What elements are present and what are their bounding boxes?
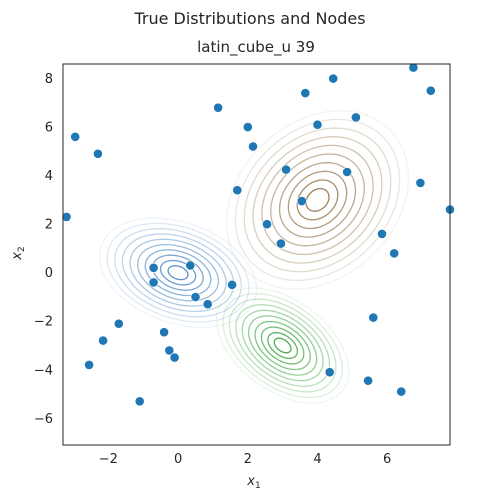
node-point [396, 386, 407, 397]
contour-1-0 [273, 337, 292, 354]
x-tick-label: −2 [99, 452, 118, 467]
node-point [415, 177, 426, 188]
node-point [363, 375, 373, 386]
x-tick-labels: −2 0 2 4 6 [99, 452, 392, 467]
contour-0-8 [106, 222, 250, 323]
contour-1-8 [222, 292, 343, 399]
x-tick-label: 4 [313, 452, 321, 467]
y-tick-label: −4 [34, 363, 53, 378]
node-point [248, 141, 258, 152]
contour-0-2 [152, 254, 204, 291]
node-point [93, 148, 103, 159]
node-point [312, 119, 323, 130]
y-tick-label: 8 [45, 72, 53, 87]
contour-0-5 [129, 238, 227, 307]
node-point [324, 367, 335, 378]
contour-0-0 [167, 265, 189, 281]
contour-2-0 [305, 187, 330, 212]
axes-title: latin_cube_u 39 [197, 38, 315, 57]
y-axis-label-sub: 2 [17, 246, 27, 252]
node-point [342, 167, 352, 177]
contour-0-1 [159, 259, 197, 286]
contour-1-6 [235, 304, 331, 387]
x-axis-label-sub: 1 [255, 481, 261, 491]
contour-2-8 [234, 118, 401, 282]
node-point [213, 102, 223, 113]
node-point [169, 352, 180, 363]
contour-1-3 [254, 320, 311, 371]
node-point [148, 262, 159, 273]
node-point [70, 131, 81, 142]
y-tick-label: 0 [45, 266, 53, 281]
contour-2-2 [287, 170, 348, 230]
y-tick-label: 6 [45, 121, 53, 136]
node-point [389, 248, 400, 259]
node-point [300, 88, 311, 98]
node-point [232, 185, 243, 196]
node-point [84, 359, 94, 370]
x-tick-label: 6 [383, 452, 391, 467]
x-axis-label: x1 [246, 474, 260, 491]
contour-0-9 [98, 217, 258, 328]
contour-0-3 [144, 249, 212, 297]
contour-1-2 [260, 326, 305, 365]
contour-2-4 [270, 153, 365, 247]
node-point [408, 62, 419, 73]
contour-2-5 [261, 144, 374, 256]
figure-suptitle: True Distributions and Nodes [133, 9, 365, 28]
node-point [368, 312, 379, 323]
node-point [185, 260, 196, 271]
node-point [296, 196, 307, 206]
y-tick-labels: −6 −4 −2 0 2 4 6 8 [34, 72, 53, 427]
node-point [148, 277, 159, 288]
contour-0-7 [114, 228, 242, 318]
node-point [350, 112, 361, 123]
node-point [281, 164, 291, 175]
node-point [61, 211, 72, 222]
contour-0-6 [121, 233, 235, 313]
node-point [227, 279, 237, 290]
node-point [425, 85, 436, 96]
contour-2-6 [252, 136, 383, 264]
contour-2-9 [225, 110, 410, 290]
node-point [377, 228, 387, 239]
y-tick-label: 2 [45, 218, 53, 233]
node-point [164, 345, 175, 356]
contour-1-1 [267, 331, 299, 360]
node-point [242, 122, 253, 132]
node-point [202, 299, 213, 310]
contour-2-7 [243, 127, 392, 273]
node-point [113, 318, 124, 329]
node-point [190, 292, 201, 302]
y-tick-label: −6 [34, 412, 53, 427]
node-point [262, 219, 272, 230]
node-points [61, 62, 455, 407]
node-point [98, 335, 108, 346]
contour-1-5 [241, 309, 324, 382]
contour-1-7 [228, 298, 337, 393]
plot-frame [62, 63, 451, 446]
y-tick-label: −2 [34, 315, 53, 330]
y-tick-label: 4 [45, 169, 53, 184]
x-tick-label: 0 [174, 452, 182, 467]
contour-2-3 [278, 162, 357, 238]
node-point [159, 327, 169, 338]
contour-1-9 [215, 287, 350, 404]
node-point [328, 73, 339, 84]
y-axis-label-main: x [10, 252, 25, 261]
distribution-contours [98, 110, 410, 404]
contour-0-4 [137, 243, 220, 302]
node-point [134, 396, 145, 407]
x-tick-label: 2 [244, 452, 252, 467]
contour-2-1 [296, 179, 339, 221]
y-axis-label: x2 [10, 246, 27, 260]
node-point [275, 238, 286, 249]
x-axis-label-main: x [246, 474, 255, 489]
contour-1-4 [247, 315, 318, 376]
